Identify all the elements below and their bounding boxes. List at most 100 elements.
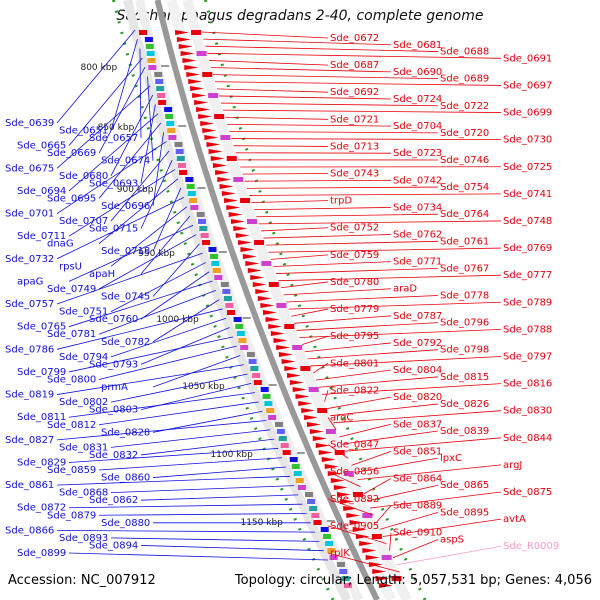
forward-gene-arrow — [182, 58, 197, 63]
reverse-gene-block — [164, 107, 173, 112]
forward-gene-arrow — [247, 268, 262, 273]
right-gene-label: Sde_0875 — [503, 487, 552, 498]
forward-gene-arrow — [343, 506, 358, 511]
forward-gene-arrow — [359, 541, 374, 546]
right-label-connector — [379, 511, 439, 530]
right-gene-label: Sde_0734 — [393, 202, 442, 213]
left-gene-label: Sde_0695 — [47, 193, 96, 204]
blast-hit-block — [240, 198, 251, 203]
reverse-gene-block — [297, 485, 306, 490]
left-label-connector — [98, 513, 307, 516]
right-gene-label: Sde_0724 — [393, 94, 442, 105]
right-label-connector — [324, 390, 329, 402]
left-label-connector — [68, 113, 159, 192]
left-label-connector — [152, 299, 220, 343]
right-label-connector — [382, 518, 502, 537]
left-label-connector — [110, 39, 138, 131]
left-gene-label: Sde_0718 — [101, 246, 150, 257]
forward-gene-arrow — [333, 485, 348, 490]
right-gene-label: Sde_0780 — [330, 277, 379, 288]
left-label-connector — [152, 243, 200, 297]
right-label-connector — [327, 471, 361, 488]
right-gene-label: Sde_0787 — [393, 311, 442, 322]
blast-hit-block — [352, 492, 363, 497]
right-gene-label: Sde_0778 — [440, 291, 489, 302]
right-label-connector — [203, 38, 392, 46]
right-gene-label: Sde_0798 — [440, 345, 489, 356]
forward-gene-arrow — [215, 170, 230, 175]
right-label-connector — [291, 308, 329, 317]
right-gene-label: Sde_0795 — [330, 331, 379, 342]
right-label-connector — [293, 315, 392, 324]
left-gene-label: Sde_0859 — [47, 465, 96, 476]
scale-tick-label: 800 kbp — [80, 63, 117, 73]
right-gene-label: Sde_R0009 — [503, 541, 559, 552]
left-gene-label: Sde_0749 — [47, 284, 96, 295]
blast-hit-block — [208, 93, 219, 98]
left-gene-label: apaH — [89, 269, 115, 280]
reverse-gene-block — [289, 457, 298, 462]
left-gene-label: Sde_0880 — [101, 518, 150, 529]
reverse-gene-block — [208, 247, 217, 252]
right-label-connector — [249, 193, 502, 196]
forward-gene-arrow — [194, 100, 209, 105]
blast-hit-block — [254, 240, 265, 245]
scale-tick-label: 950 kbp — [138, 249, 175, 259]
right-gene-label: Sde_0910 — [393, 528, 442, 539]
right-label-connector — [218, 95, 392, 100]
blast-hit-block — [261, 261, 272, 266]
reverse-gene-block — [250, 366, 259, 371]
left-gene-label: Sde_0751 — [59, 307, 108, 318]
right-gene-label: Sde_0789 — [503, 297, 552, 308]
right-label-connector — [268, 247, 502, 253]
right-gene-label: rplK — [330, 548, 350, 559]
scale-tick-label: 1050 kbp — [182, 382, 225, 392]
forward-gene-arrow — [278, 352, 293, 357]
right-gene-label: Sde_0788 — [503, 324, 552, 335]
forward-gene-arrow — [327, 471, 342, 476]
reverse-gene-block — [278, 436, 287, 441]
left-gene-label: Sde_0831 — [59, 442, 108, 453]
reverse-gene-block — [236, 331, 245, 336]
right-gene-label: Sde_0905 — [330, 521, 379, 532]
reverse-gene-block — [264, 401, 273, 406]
right-label-connector — [258, 220, 502, 225]
reverse-gene-block — [336, 562, 345, 567]
right-label-connector — [263, 234, 392, 239]
reverse-gene-block — [309, 506, 318, 511]
forward-gene-arrow — [230, 219, 245, 224]
forward-gene-arrow — [340, 499, 355, 504]
right-gene-label: Sde_0752 — [330, 223, 379, 234]
forward-gene-arrow — [202, 128, 217, 133]
right-gene-label: Sde_0699 — [503, 108, 552, 119]
left-label-connector — [68, 336, 234, 373]
left-label-connector — [98, 345, 237, 380]
right-gene-label: Sde_0815 — [440, 372, 489, 383]
blast-hit-block — [362, 513, 373, 518]
forward-gene-arrow — [273, 338, 288, 343]
right-gene-label: Sde_0689 — [440, 74, 489, 85]
blast-hit-block — [325, 429, 336, 434]
scale-tick-label: 1100 kbp — [210, 450, 253, 460]
right-label-connector — [301, 335, 329, 346]
right-gene-label: araD — [393, 284, 417, 295]
right-label-connector — [244, 179, 392, 182]
left-label-connector — [140, 438, 275, 456]
forward-gene-arrow — [268, 324, 283, 329]
blast-hit-block — [300, 366, 311, 371]
left-gene-label: Sde_0745 — [101, 292, 150, 303]
right-gene-label: Sde_0889 — [393, 501, 442, 512]
right-label-connector — [370, 491, 502, 509]
right-gene-label: Sde_0826 — [440, 399, 489, 410]
right-label-connector — [366, 484, 439, 502]
forward-gene-arrow — [375, 576, 390, 581]
forward-gene-arrow — [309, 429, 324, 434]
forward-gene-arrow — [352, 527, 367, 532]
blast-hit-block — [202, 72, 213, 77]
reverse-gene-block — [252, 373, 261, 378]
reverse-gene-block — [167, 128, 176, 133]
reverse-gene-block — [165, 114, 174, 119]
right-label-connector — [327, 525, 387, 544]
right-label-connector — [310, 356, 502, 367]
left-label-connector — [56, 529, 316, 533]
